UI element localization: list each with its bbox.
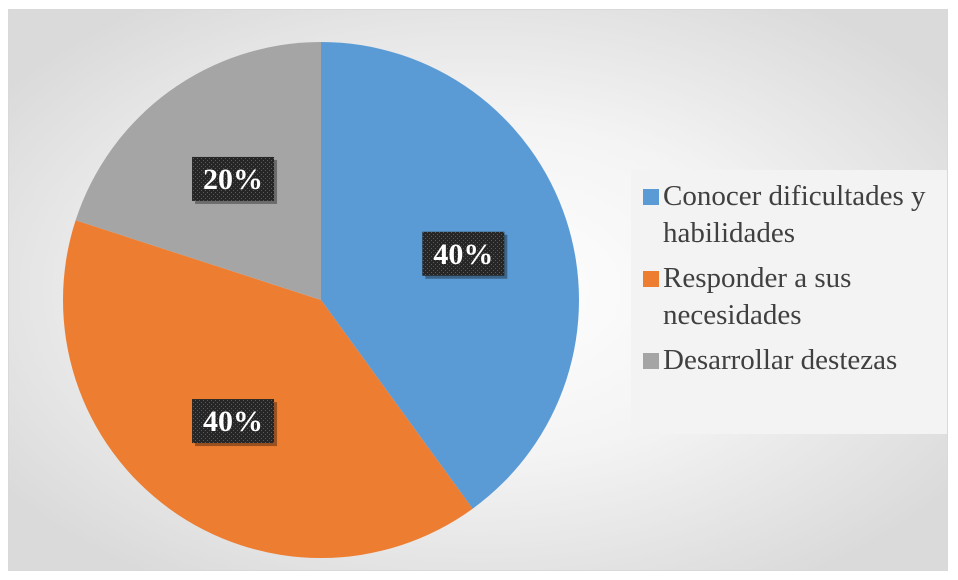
- data-label-text: 20%: [203, 163, 263, 196]
- data-label-box: [192, 399, 275, 444]
- data-label-box: [422, 231, 505, 276]
- legend-item: Desarrollar destezas: [643, 342, 947, 379]
- legend-swatch: [643, 271, 659, 287]
- legend-label: Conocer dificultades y habilidades: [663, 180, 926, 249]
- legend: Conocer dificultades y habilidades Respo…: [631, 170, 947, 434]
- legend-swatch: [643, 353, 659, 369]
- legend-item: Responder a sus necesidades: [643, 260, 947, 334]
- pie-chart: 40% 40% 20%: [62, 42, 579, 559]
- data-label: 40%: [422, 231, 508, 279]
- data-label-text: 40%: [433, 238, 493, 271]
- chart-area: 40% 40% 20% Conocer dificultades y habilid…: [8, 9, 948, 571]
- legend-swatch: [643, 189, 659, 205]
- pie-slice: [62, 220, 473, 559]
- legend-item: Conocer dificultades y habilidades: [643, 178, 947, 252]
- data-label-text: 40%: [203, 405, 263, 438]
- data-label: 20%: [192, 156, 278, 204]
- legend-label: Responder a sus necesidades: [663, 262, 852, 331]
- data-label: 40%: [192, 399, 278, 447]
- legend-label: Desarrollar destezas: [663, 344, 898, 376]
- data-label-box: [192, 156, 275, 201]
